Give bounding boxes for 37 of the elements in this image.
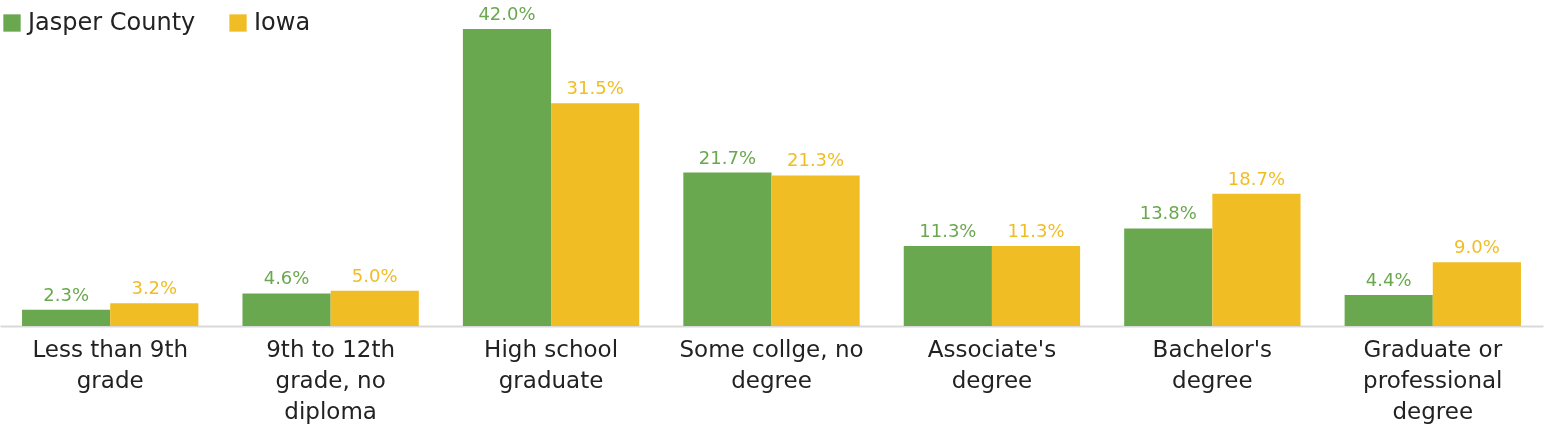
data-label: 2.3% — [43, 283, 89, 305]
data-label: 4.4% — [1365, 268, 1412, 290]
bar — [1124, 228, 1213, 326]
bar — [1344, 294, 1433, 326]
bar — [683, 172, 772, 326]
data-label: 11.3% — [1007, 220, 1065, 242]
bar — [330, 290, 419, 326]
data-label: 21.7% — [698, 146, 757, 168]
bar — [991, 246, 1081, 326]
data-label: 9.0% — [1454, 236, 1500, 258]
data-label: 21.3% — [786, 149, 845, 171]
x-tick-label: Graduate or professional degree — [1363, 335, 1503, 424]
data-label: 13.8% — [1139, 202, 1197, 224]
x-tick-label: Less than 9th grade — [32, 335, 189, 393]
bar — [771, 175, 860, 326]
bar — [551, 103, 640, 326]
data-label: 31.5% — [566, 77, 624, 99]
data-label: 3.2% — [131, 277, 178, 299]
bar — [1212, 193, 1301, 326]
legend-label: Iowa — [254, 8, 311, 36]
data-label: 5.0% — [351, 264, 398, 286]
bar — [110, 303, 199, 326]
bar — [903, 246, 992, 326]
bar — [462, 29, 552, 326]
x-tick-label: Bachelor's degree — [1152, 335, 1273, 393]
data-label: 11.3% — [919, 220, 977, 242]
bar — [242, 293, 331, 326]
data-label: 42.0% — [478, 3, 536, 24]
data-label: 4.6% — [263, 267, 310, 289]
x-tick-label: Some collge, no degree — [679, 335, 864, 393]
x-tick-label: Associate's degree — [927, 335, 1057, 393]
bar — [1432, 262, 1521, 326]
x-tick-label: 9th to 12th grade, no diploma — [266, 335, 396, 424]
bar — [22, 309, 111, 326]
data-label: 18.7% — [1227, 167, 1286, 189]
x-tick-label: High school graduate — [484, 335, 619, 393]
legend-label: Jasper County — [26, 8, 196, 36]
